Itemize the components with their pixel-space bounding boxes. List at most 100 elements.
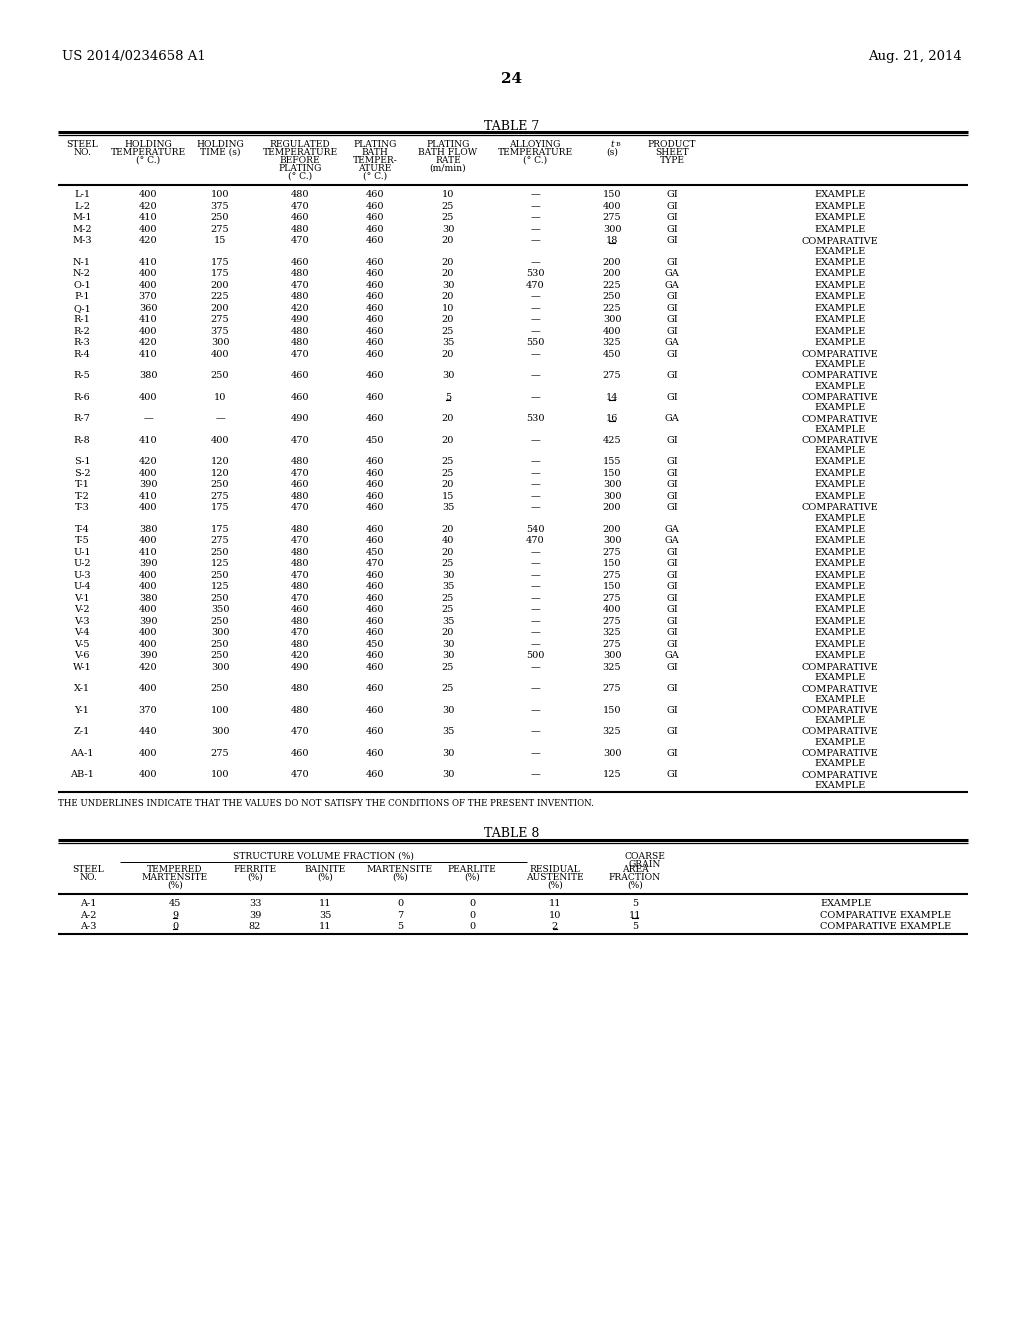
- Text: 300: 300: [211, 338, 229, 347]
- Text: 20: 20: [441, 548, 455, 557]
- Text: GI: GI: [667, 727, 678, 737]
- Text: 20: 20: [441, 269, 455, 279]
- Text: BATH: BATH: [361, 148, 388, 157]
- Text: (%): (%): [317, 873, 333, 882]
- Text: EXAMPLE: EXAMPLE: [814, 281, 865, 290]
- Text: 400: 400: [603, 327, 622, 335]
- Text: 275: 275: [211, 315, 229, 325]
- Text: EXAMPLE: EXAMPLE: [814, 202, 865, 211]
- Text: 400: 400: [138, 748, 158, 758]
- Text: (° C.): (° C.): [136, 156, 160, 165]
- Text: 380: 380: [138, 371, 158, 380]
- Text: V-6: V-6: [75, 651, 90, 660]
- Text: GI: GI: [667, 492, 678, 500]
- Text: 480: 480: [291, 224, 309, 234]
- Text: R-1: R-1: [74, 315, 90, 325]
- Text: TEMPERED: TEMPERED: [147, 865, 203, 874]
- Text: 275: 275: [603, 548, 622, 557]
- Text: 490: 490: [291, 663, 309, 672]
- Text: 460: 460: [366, 350, 384, 359]
- Text: RATE: RATE: [435, 156, 461, 165]
- Text: EXAMPLE: EXAMPLE: [814, 404, 865, 412]
- Text: 155: 155: [603, 457, 622, 466]
- Text: EXAMPLE: EXAMPLE: [814, 673, 865, 682]
- Text: 250: 250: [211, 616, 229, 626]
- Text: EXAMPLE: EXAMPLE: [814, 759, 865, 768]
- Text: 275: 275: [211, 224, 229, 234]
- Text: COMPARATIVE: COMPARATIVE: [802, 371, 879, 380]
- Text: (° C.): (° C.): [288, 172, 312, 181]
- Text: NO.: NO.: [79, 873, 97, 882]
- Text: 275: 275: [603, 594, 622, 603]
- Text: T-3: T-3: [75, 503, 89, 512]
- Text: 5: 5: [445, 393, 451, 401]
- Text: COARSE: COARSE: [625, 851, 666, 861]
- Text: 470: 470: [366, 560, 384, 569]
- Text: EXAMPLE: EXAMPLE: [814, 457, 865, 466]
- Text: 300: 300: [211, 727, 229, 737]
- Text: T-2: T-2: [75, 492, 89, 500]
- Text: 470: 470: [525, 536, 545, 545]
- Text: T-5: T-5: [75, 536, 89, 545]
- Text: 25: 25: [441, 560, 455, 569]
- Text: 500: 500: [525, 651, 544, 660]
- Text: 480: 480: [291, 327, 309, 335]
- Text: GI: GI: [667, 748, 678, 758]
- Text: 460: 460: [366, 414, 384, 424]
- Text: W-1: W-1: [73, 663, 91, 672]
- Text: 400: 400: [138, 582, 158, 591]
- Text: 370: 370: [138, 292, 158, 301]
- Text: 460: 460: [366, 684, 384, 693]
- Text: 35: 35: [318, 911, 331, 920]
- Text: —: —: [530, 727, 540, 737]
- Text: —: —: [530, 616, 540, 626]
- Text: 35: 35: [441, 338, 455, 347]
- Text: X-1: X-1: [74, 684, 90, 693]
- Text: 410: 410: [138, 436, 158, 445]
- Text: S-1: S-1: [74, 457, 90, 466]
- Text: 410: 410: [138, 548, 158, 557]
- Text: 480: 480: [291, 269, 309, 279]
- Text: U-2: U-2: [73, 560, 91, 569]
- Text: EXAMPLE: EXAMPLE: [814, 338, 865, 347]
- Text: 33: 33: [249, 899, 261, 908]
- Text: O-1: O-1: [73, 281, 91, 290]
- Text: 35: 35: [441, 727, 455, 737]
- Text: NO.: NO.: [73, 148, 91, 157]
- Text: 480: 480: [291, 560, 309, 569]
- Text: R-5: R-5: [74, 371, 90, 380]
- Text: TABLE 7: TABLE 7: [484, 120, 540, 133]
- Text: —: —: [530, 190, 540, 199]
- Text: MARTENSITE: MARTENSITE: [367, 865, 433, 874]
- Text: 20: 20: [441, 480, 455, 490]
- Text: GI: GI: [667, 292, 678, 301]
- Text: A-2: A-2: [80, 911, 96, 920]
- Text: 420: 420: [138, 663, 158, 672]
- Text: 480: 480: [291, 292, 309, 301]
- Text: 7: 7: [397, 911, 403, 920]
- Text: 390: 390: [138, 651, 158, 660]
- Text: 250: 250: [211, 594, 229, 603]
- Text: 400: 400: [138, 684, 158, 693]
- Text: 18: 18: [606, 236, 618, 246]
- Text: 275: 275: [211, 748, 229, 758]
- Text: COMPARATIVE: COMPARATIVE: [802, 436, 879, 445]
- Text: TIME (s): TIME (s): [200, 148, 241, 157]
- Text: 20: 20: [441, 350, 455, 359]
- Text: 250: 250: [211, 214, 229, 222]
- Text: 400: 400: [138, 393, 158, 401]
- Text: L-1: L-1: [74, 190, 90, 199]
- Text: GI: GI: [667, 327, 678, 335]
- Text: —: —: [215, 414, 225, 424]
- Text: US 2014/0234658 A1: US 2014/0234658 A1: [62, 50, 206, 63]
- Text: COMPARATIVE: COMPARATIVE: [802, 771, 879, 780]
- Text: 250: 250: [211, 651, 229, 660]
- Text: 400: 400: [211, 350, 229, 359]
- Text: EXAMPLE: EXAMPLE: [814, 781, 865, 789]
- Text: —: —: [530, 480, 540, 490]
- Text: 420: 420: [138, 236, 158, 246]
- Text: —: —: [530, 350, 540, 359]
- Text: 460: 460: [366, 706, 384, 715]
- Text: 460: 460: [366, 292, 384, 301]
- Text: 35: 35: [441, 503, 455, 512]
